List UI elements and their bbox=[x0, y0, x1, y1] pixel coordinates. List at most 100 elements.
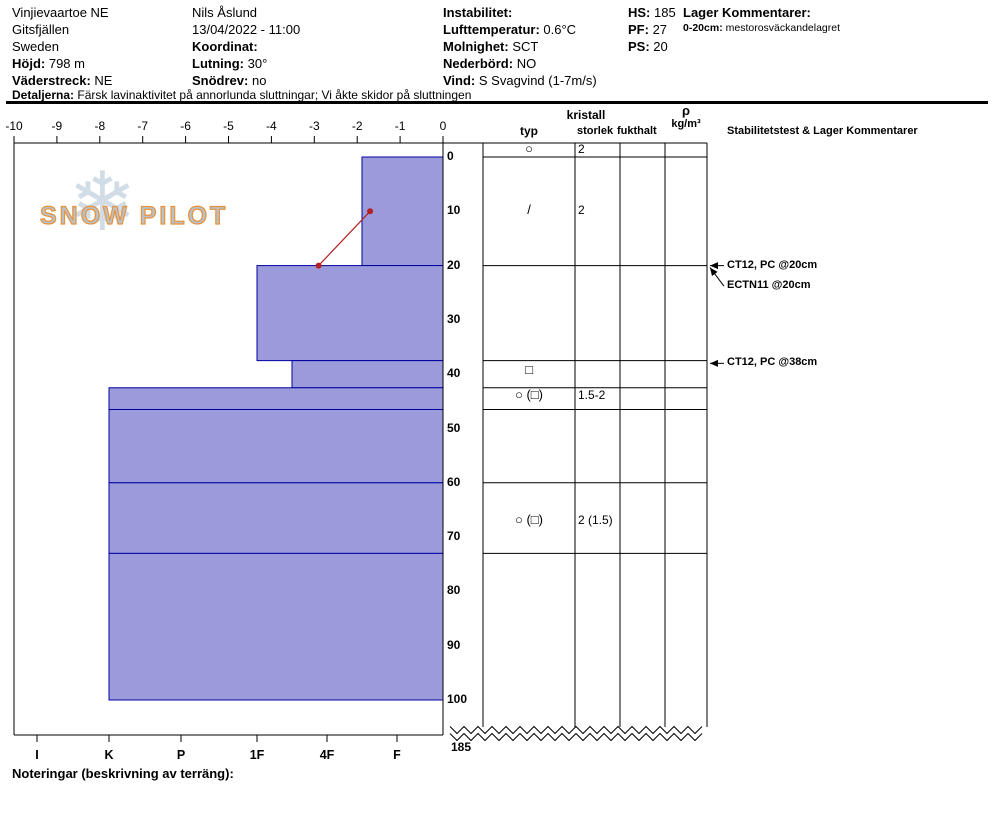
depth-axis-label: 90 bbox=[447, 637, 461, 652]
temp-axis-tick-label: -7 bbox=[137, 119, 149, 133]
temp-axis-tick-label: -4 bbox=[266, 119, 277, 133]
depth-axis-label: 60 bbox=[447, 474, 461, 489]
hs-label: HS: bbox=[628, 5, 651, 20]
snow-layer-bar bbox=[291, 360, 444, 389]
depth-axis-label: 40 bbox=[447, 366, 461, 381]
temp-axis-tick-label: -2 bbox=[351, 119, 363, 133]
hs-row: HS: 185 bbox=[628, 4, 676, 21]
precip-row: Nederbörd: NO bbox=[443, 55, 597, 72]
header-snowpack-column: HS: 185 PF: 27 PS: 20 bbox=[628, 4, 676, 55]
hardness-axis-label: I bbox=[35, 748, 39, 762]
wind-label: Vind: bbox=[443, 73, 476, 88]
ps-row: PS: 20 bbox=[628, 38, 676, 55]
slope-label: Lutning: bbox=[192, 56, 244, 71]
grain-type-symbol: ○ bbox=[525, 141, 533, 156]
aspect-row: Väderstreck: NE bbox=[12, 72, 112, 89]
sky-label: Molnighet: bbox=[443, 39, 509, 54]
depth-axis-label: 80 bbox=[447, 583, 461, 598]
layer-comments-title: Lager Kommentarer: bbox=[683, 5, 811, 20]
pf-label: PF: bbox=[628, 22, 649, 37]
airtemp-row: Lufttemperatur: 0.6°C bbox=[443, 21, 597, 38]
temp-axis-tick-label: 0 bbox=[439, 119, 447, 133]
snow-layer-bar bbox=[108, 482, 444, 554]
wind-row: Vind: S Svagvind (1-7m/s) bbox=[443, 72, 597, 89]
temp-axis-tick-label: -9 bbox=[51, 119, 63, 133]
elevation-row: Höjd: 798 m bbox=[12, 55, 112, 72]
depth-break-zigzag bbox=[449, 732, 703, 742]
depth-axis-label: 30 bbox=[447, 311, 461, 326]
details-label: Detaljerna: bbox=[12, 88, 75, 102]
col-header-stability: Stabilitetstest & Lager Kommentarer bbox=[727, 125, 918, 137]
header-layer-comments-column: Lager Kommentarer: 0-20cm: mestorosväcka… bbox=[683, 4, 840, 36]
snow-layer-bar bbox=[108, 408, 444, 484]
col-header-density-symbol: ρ bbox=[681, 103, 691, 118]
wind-value: S Svagvind (1-7m/s) bbox=[478, 73, 597, 88]
notes-label: Noteringar (beskrivning av terräng): bbox=[12, 766, 234, 781]
depth-axis-label: 100 bbox=[447, 692, 468, 706]
grain-type-symbol: ○ (□) bbox=[515, 386, 543, 402]
observer-name: Nils Åslund bbox=[192, 5, 258, 20]
temp-axis-tick-label: -8 bbox=[94, 119, 106, 133]
stability-test-label: CT12, PC @20cm bbox=[727, 258, 818, 271]
hardness-axis-label: F bbox=[393, 748, 401, 762]
slope-value: 30° bbox=[247, 56, 268, 71]
grain-size-value: 2 bbox=[578, 203, 585, 218]
elevation-label: Höjd: bbox=[12, 56, 46, 71]
depth-axis-label: 50 bbox=[447, 420, 461, 435]
snow-layer-bar bbox=[108, 552, 444, 701]
details-row: Detaljerna: Färsk lavinaktivitet på anno… bbox=[12, 88, 471, 102]
temperature-line bbox=[318, 210, 371, 267]
sky-row: Molnighet: SCT bbox=[443, 38, 597, 55]
test-annotation-arrow bbox=[709, 267, 725, 287]
depth-axis-label: 10 bbox=[447, 203, 461, 218]
airtemp-label: Lufttemperatur: bbox=[443, 22, 540, 37]
snowpilot-logo: ❄ SNOW PILOT bbox=[39, 162, 270, 252]
temp-axis-tick-label: -5 bbox=[223, 119, 234, 133]
header-divider bbox=[6, 101, 988, 104]
header-weather-column: Instabilitet: Lufttemperatur: 0.6°C Moln… bbox=[443, 4, 597, 89]
ps-label: PS: bbox=[628, 39, 650, 54]
precip-value: NO bbox=[516, 56, 537, 71]
temp-axis-tick-label: -10 bbox=[5, 119, 23, 133]
header-location-column: Vinjievaartoe NE Gitsfjällen Sweden Höjd… bbox=[12, 4, 112, 89]
col-header-storlek: storlek bbox=[577, 125, 614, 137]
depth-axis-label: 0 bbox=[447, 149, 454, 163]
header-observer-column: Nils Åslund 13/04/2022 - 11:00 Koordinat… bbox=[192, 4, 300, 89]
elevation-value: 798 m bbox=[48, 56, 85, 71]
total-depth-label: 185 bbox=[451, 740, 472, 754]
grain-size-value: 1.5-2 bbox=[578, 387, 606, 402]
temp-axis-tick-label: -1 bbox=[394, 119, 406, 133]
aspect-value: NE bbox=[94, 73, 113, 88]
grain-size-value: 2 bbox=[578, 142, 585, 156]
hardness-axis-label: 4F bbox=[319, 748, 335, 762]
pit-location-range: Gitsfjällen bbox=[12, 22, 70, 37]
ps-value: 20 bbox=[653, 39, 668, 54]
slope-row: Lutning: 30° bbox=[192, 55, 300, 72]
pf-value: 27 bbox=[652, 22, 668, 37]
col-header-fukthalt: fukthalt bbox=[617, 125, 657, 137]
pf-row: PF: 27 bbox=[628, 21, 676, 38]
pit-location-name: Vinjievaartoe NE bbox=[12, 5, 109, 20]
col-header-density-unit: kg/m³ bbox=[671, 118, 701, 130]
snowdrift-row: Snödrev: no bbox=[192, 72, 300, 89]
layer-comment-row: 0-20cm: mestorosväckandelagret bbox=[683, 21, 840, 36]
snowpilot-logo-text: SNOW PILOT bbox=[39, 201, 229, 230]
pit-location-country: Sweden bbox=[12, 39, 59, 54]
sky-value: SCT bbox=[512, 39, 539, 54]
depth-axis-label: 70 bbox=[447, 529, 461, 544]
layer-comment-range: 0-20cm: bbox=[683, 22, 723, 34]
temperature-point bbox=[315, 262, 322, 269]
snow-layer-bar bbox=[108, 387, 444, 410]
depth-break-zigzag bbox=[449, 725, 703, 735]
snowdrift-value: no bbox=[251, 73, 267, 88]
grain-type-symbol: ○ (□) bbox=[515, 511, 543, 527]
observation-datetime: 13/04/2022 - 11:00 bbox=[192, 22, 301, 37]
hardness-axis-label: 1F bbox=[249, 748, 265, 762]
hardness-axis-label: P bbox=[176, 748, 186, 762]
coordinate-label: Koordinat: bbox=[192, 39, 258, 54]
temperature-point bbox=[367, 208, 374, 215]
details-text: Färsk lavinaktivitet på annorlunda slutt… bbox=[77, 88, 472, 102]
stability-test-label: CT12, PC @38cm bbox=[727, 356, 818, 369]
precip-label: Nederbörd: bbox=[443, 56, 514, 71]
